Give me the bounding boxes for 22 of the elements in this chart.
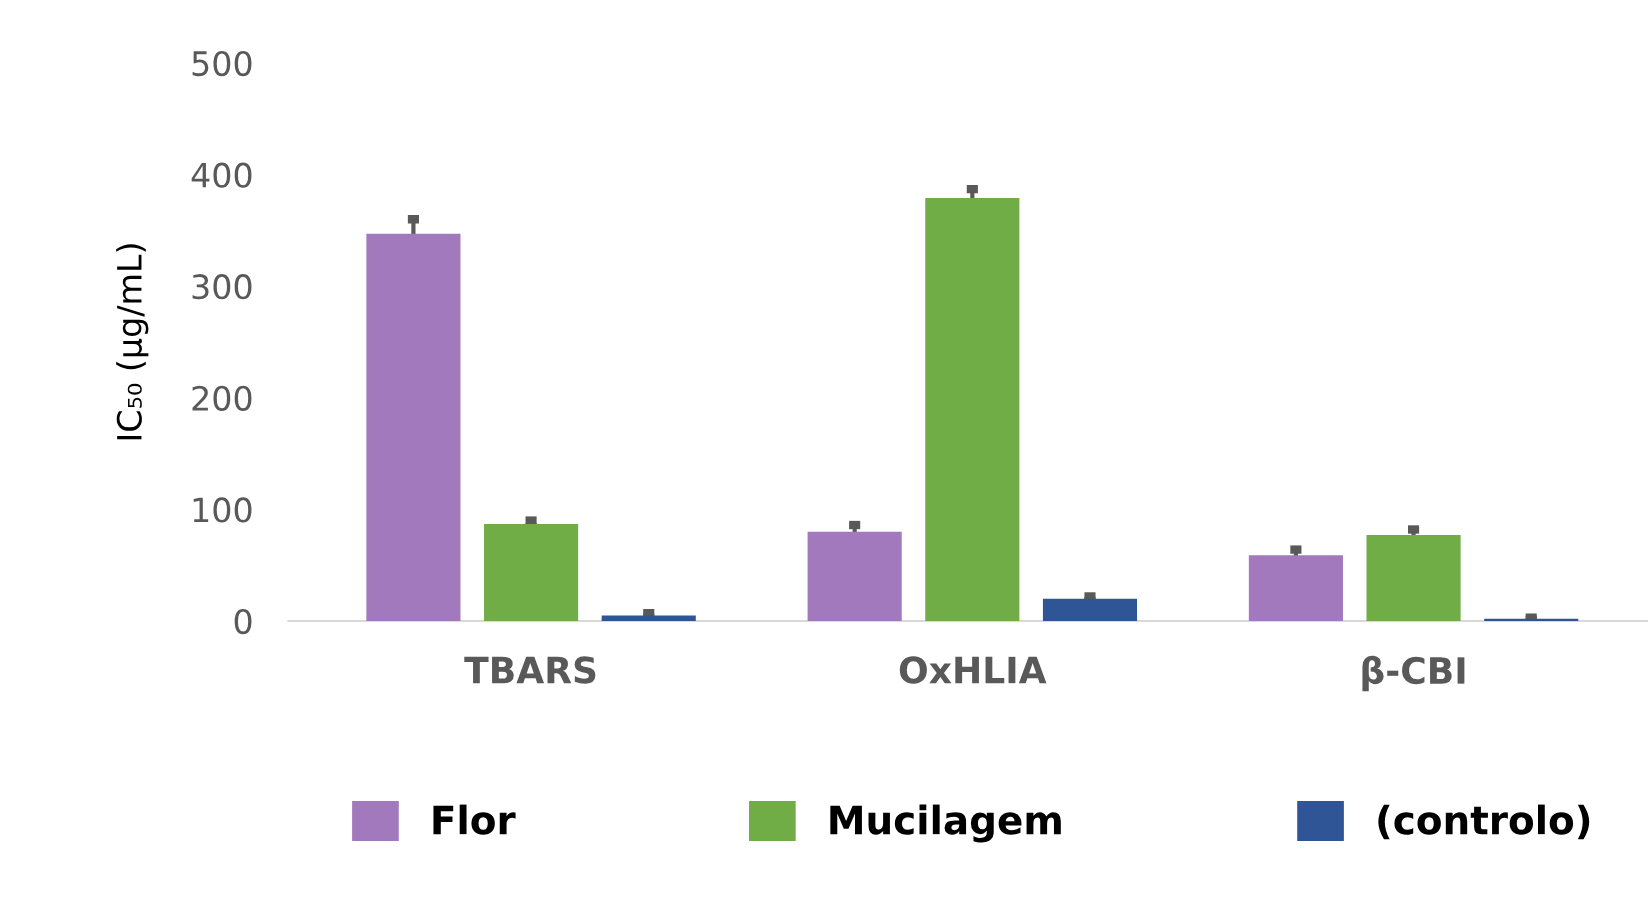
bar xyxy=(1366,535,1461,621)
x-tick-label: OxHLIA xyxy=(899,656,1047,684)
y-tick-label: 0 xyxy=(234,608,252,635)
legend-label: Mucilagem xyxy=(830,804,1061,843)
bar xyxy=(925,198,1020,621)
bar xyxy=(484,523,579,621)
bar xyxy=(601,615,696,621)
y-tick-label: 300 xyxy=(192,274,252,300)
y-tick-label: 400 xyxy=(191,162,252,188)
y-tick-label: 200 xyxy=(192,385,252,411)
legend-label: Flor xyxy=(433,804,516,835)
legend-label: (controlo) xyxy=(1378,804,1590,840)
y-axis-title: IC₅₀ (µg/mL) xyxy=(116,244,149,440)
bar xyxy=(807,531,902,621)
y-tick-label: 100 xyxy=(193,497,252,523)
x-tick-label: TBARS xyxy=(464,656,596,684)
x-tick-label: β-CBI xyxy=(1362,655,1465,692)
bar xyxy=(366,233,461,621)
bar xyxy=(1484,618,1579,621)
bar xyxy=(1248,555,1343,621)
y-tick-label: 500 xyxy=(192,50,252,77)
bar xyxy=(1042,598,1138,621)
